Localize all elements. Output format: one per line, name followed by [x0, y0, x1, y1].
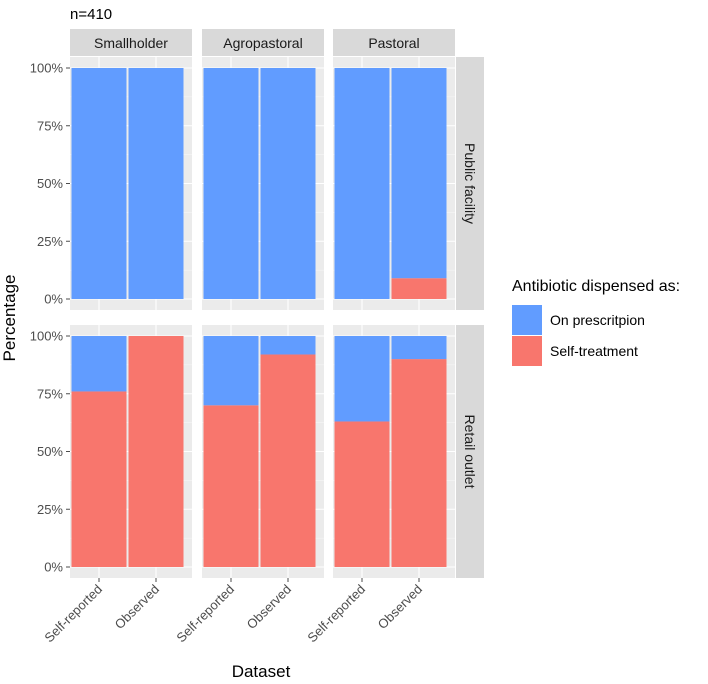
panel-retail-outlet-pastoral [333, 325, 455, 578]
bar-on-prescription-public-facility-pastoral-observed [391, 68, 447, 279]
strip-background [456, 57, 484, 310]
strip-row-retail-outlet: Retail outlet [456, 325, 484, 578]
x-tick-label-observed: Observed [375, 582, 425, 632]
strip-column-pastoral: Pastoral [333, 29, 455, 56]
panel-retail-outlet-agropastoral [202, 325, 324, 578]
x-axis: Self-reported Observed Self-reported Observ… [41, 578, 425, 645]
strip-background [456, 325, 484, 578]
panel-public-facility-smallholder [70, 57, 192, 310]
bar-self-treatment-retail-outlet-smallholder-observed [128, 336, 184, 567]
y-tick-label: 100% [30, 61, 64, 76]
bar-self-treatment-retail-outlet-agropastoral-self-reported [203, 405, 259, 567]
bar-self-treatment-retail-outlet-agropastoral-observed [260, 354, 316, 567]
strip-column-agropastoral: Agropastoral [202, 29, 324, 56]
bar-on-prescription-retail-outlet-pastoral-self-reported [334, 336, 390, 422]
x-axis-title: Dataset [232, 662, 291, 681]
legend: Antibiotic dispensed as: On prescritpion… [512, 278, 680, 366]
panel-public-facility-pastoral [333, 57, 455, 310]
bar-on-prescription-public-facility-pastoral-self-reported [334, 68, 390, 299]
bar-self-treatment-retail-outlet-smallholder-self-reported [71, 391, 127, 567]
y-tick-label: 0% [44, 560, 63, 575]
bar-on-prescription-retail-outlet-pastoral-observed [391, 336, 447, 360]
bar-on-prescription-public-facility-smallholder-observed [128, 68, 184, 299]
legend-swatch-on-prescription [512, 305, 542, 335]
strip-label-agropastoral: Agropastoral [223, 35, 302, 51]
x-tick-label-self-reported: Self-reported [41, 582, 105, 646]
facet-panels [70, 57, 455, 578]
bar-self-treatment-retail-outlet-pastoral-self-reported [334, 421, 390, 567]
strip-label-pastoral: Pastoral [368, 35, 419, 51]
bar-on-prescription-retail-outlet-agropastoral-observed [260, 336, 316, 355]
y-tick-label: 25% [37, 502, 63, 517]
bar-on-prescription-public-facility-smallholder-self-reported [71, 68, 127, 299]
bar-self-treatment-public-facility-pastoral-observed [391, 278, 447, 299]
y-tick-label: 75% [37, 386, 63, 401]
legend-label-on-prescription: On prescritpion [550, 312, 645, 328]
panel-public-facility-agropastoral [202, 57, 324, 310]
y-tick-label: 100% [30, 329, 64, 344]
x-tick-label-observed: Observed [112, 582, 162, 632]
legend-label-self-treatment: Self-treatment [550, 343, 638, 359]
y-tick-label: 25% [37, 234, 63, 249]
legend-swatch-self-treatment [512, 336, 542, 366]
chart-subtitle: n=410 [70, 6, 112, 23]
y-tick-label: 0% [44, 292, 63, 307]
x-tick-label-self-reported: Self-reported [304, 582, 368, 646]
strip-row-public-facility: Public facility [456, 57, 484, 310]
bar-self-treatment-retail-outlet-pastoral-observed [391, 359, 447, 567]
panel-retail-outlet-smallholder [70, 325, 192, 578]
x-tick-label-self-reported: Self-reported [173, 582, 237, 646]
y-tick-label: 75% [37, 118, 63, 133]
y-tick-label: 50% [37, 444, 63, 459]
legend-title: Antibiotic dispensed as: [512, 278, 680, 295]
y-axis: 0% 25% 50% 75% 100% 0% 25% 50% 75% 100% [30, 61, 70, 575]
bar-on-prescription-public-facility-agropastoral-observed [260, 68, 316, 299]
strip-background [333, 29, 455, 56]
bar-on-prescription-retail-outlet-agropastoral-self-reported [203, 336, 259, 406]
bar-on-prescription-public-facility-agropastoral-self-reported [203, 68, 259, 299]
y-axis-title: Percentage [0, 275, 19, 362]
x-tick-label-observed: Observed [244, 582, 294, 632]
y-tick-label: 50% [37, 176, 63, 191]
facet-strips: Public facility Retail outlet Smallholder A… [70, 29, 484, 578]
strip-label-smallholder: Smallholder [94, 35, 168, 51]
strip-column-smallholder: Smallholder [70, 29, 192, 56]
strip-background [70, 29, 192, 56]
strip-background [202, 29, 324, 56]
strip-label-public-facility: Public facility [462, 143, 478, 224]
strip-label-retail-outlet: Retail outlet [462, 415, 478, 489]
bar-on-prescription-retail-outlet-smallholder-self-reported [71, 336, 127, 392]
